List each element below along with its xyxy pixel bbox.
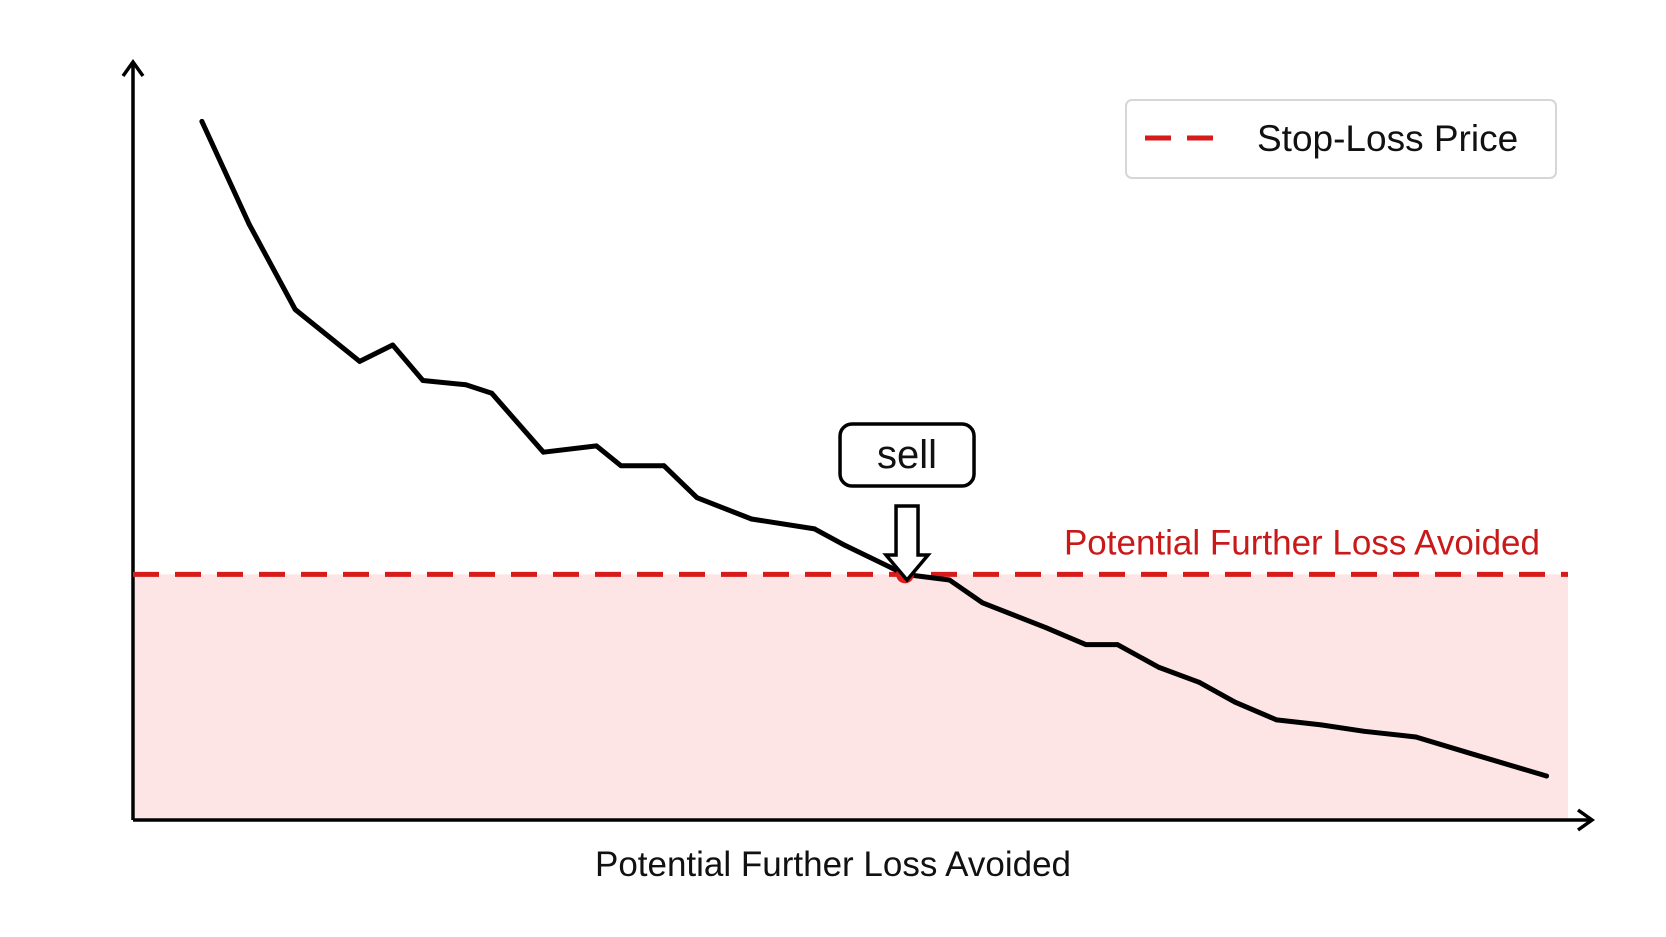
series-point	[694, 495, 700, 501]
series-point	[390, 342, 396, 348]
series-point	[980, 600, 985, 606]
series-point	[1115, 642, 1120, 647]
series-point	[947, 577, 952, 583]
series-point	[1318, 722, 1324, 728]
series-point	[812, 526, 817, 532]
x-axis-arrowhead	[1576, 808, 1596, 832]
x-axis-label: Potential Further Loss Avoided	[595, 845, 1071, 884]
series-point	[357, 359, 363, 364]
y-axis-arrowhead	[121, 58, 145, 78]
series-point	[1544, 773, 1549, 779]
series-point	[1196, 679, 1202, 685]
series-point	[246, 221, 252, 227]
series-points	[199, 119, 1549, 779]
series-point	[842, 542, 848, 548]
series-point	[1274, 717, 1280, 723]
series-point	[463, 382, 469, 388]
zone-label: Potential Further Loss Avoided	[1064, 523, 1540, 562]
series-point	[1156, 665, 1162, 670]
sell-label-box	[838, 422, 976, 488]
series-point	[489, 390, 495, 396]
series-point	[1361, 728, 1367, 734]
legend-entry-stop-loss: Stop-Loss Price	[1257, 118, 1518, 159]
series-point	[420, 378, 426, 383]
down-arrow-icon	[882, 504, 932, 583]
series-point	[199, 119, 205, 124]
series-point	[618, 463, 624, 469]
series-point	[1083, 642, 1089, 647]
loss-zone-shading	[135, 574, 1568, 818]
series-point	[594, 443, 599, 449]
series-point	[661, 463, 667, 469]
series-point	[1413, 734, 1419, 740]
legend: Stop-Loss Price	[1125, 99, 1557, 179]
sell-label: sell	[877, 433, 937, 477]
series-point	[1043, 625, 1049, 630]
series-point	[749, 516, 754, 522]
sell-callout: sell	[838, 422, 976, 583]
axes	[121, 58, 1596, 832]
legend-box	[1125, 99, 1557, 179]
series-point	[1232, 699, 1238, 705]
series-point	[1472, 752, 1478, 758]
series-point	[292, 307, 298, 312]
series-point	[541, 449, 546, 455]
loss-zone-group	[135, 574, 1568, 818]
